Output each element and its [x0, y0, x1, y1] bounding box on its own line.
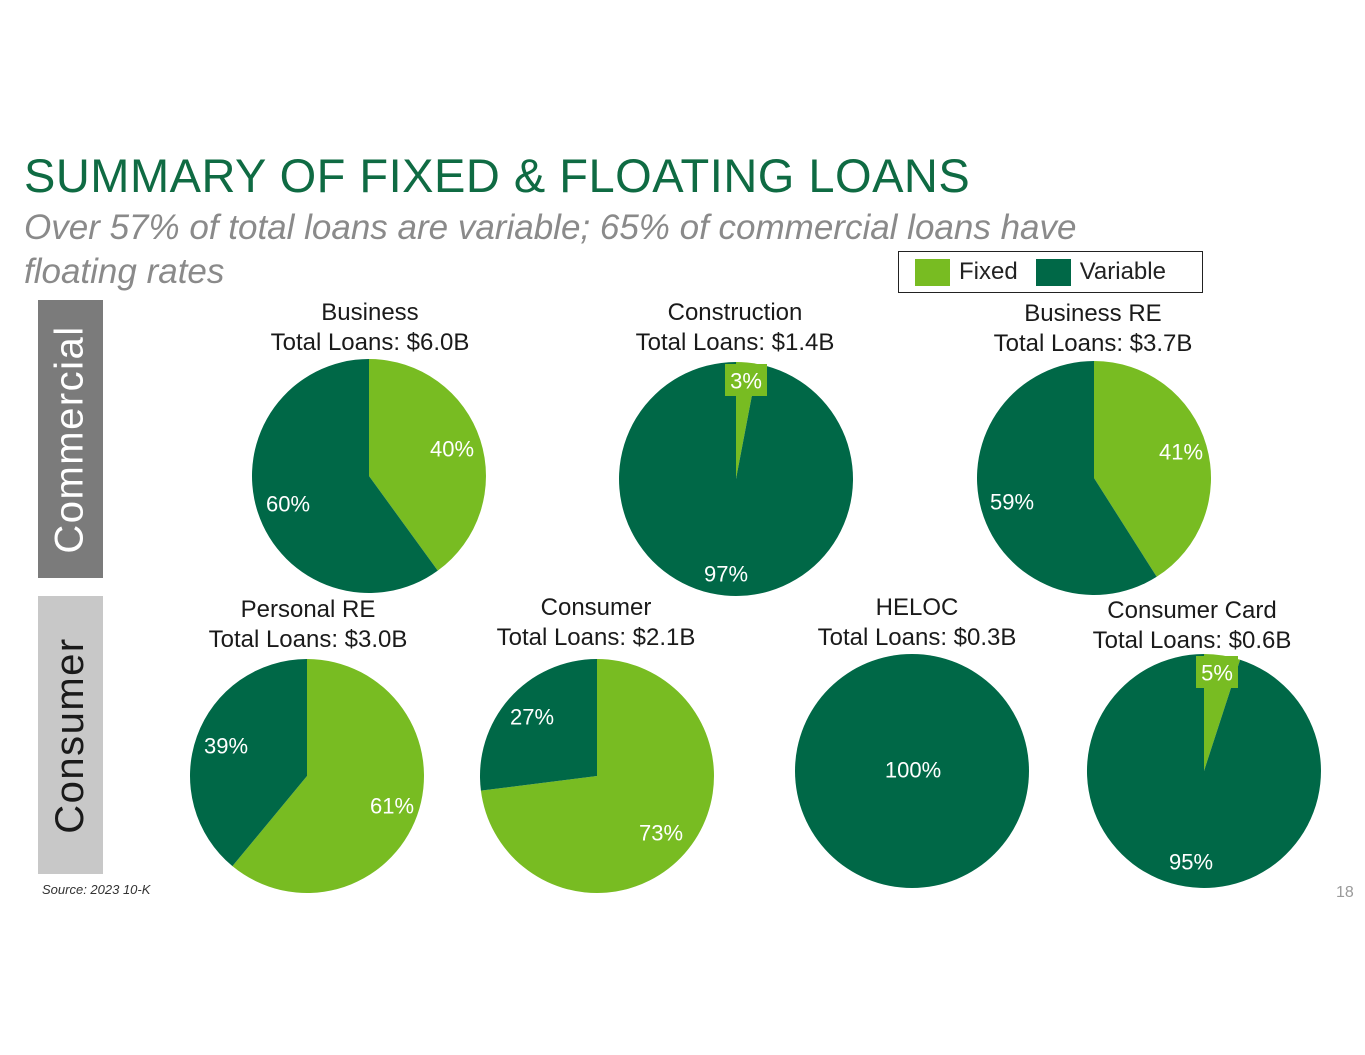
pie-name: Construction — [667, 299, 803, 326]
pie-slice-fixed — [369, 359, 486, 571]
pie-name: Consumer Card — [1107, 597, 1277, 624]
pie-slice-variable — [1086, 654, 1321, 889]
pie-name: Personal RE — [240, 596, 376, 623]
pie-slice-variable — [189, 659, 307, 867]
consumer-section-band: Consumer — [38, 596, 103, 874]
pie-total-loans: Total Loans: $3.0B — [208, 626, 408, 653]
pie-construction: 3% 97% — [619, 362, 854, 597]
pie-data-label-fixed: 41% — [1159, 440, 1203, 465]
pie-name: Business — [321, 299, 419, 326]
pie-title-business: Business Total Loans: $6.0B — [220, 298, 520, 358]
legend-label-variable: Variable — [1079, 258, 1166, 285]
pie-slice-variable — [479, 659, 597, 791]
pie-slice-fixed — [1094, 361, 1212, 577]
pie-title-personal-re: Personal RE Total Loans: $3.0B — [158, 595, 458, 655]
chart-legend: Fixed Variable — [898, 251, 1203, 293]
pie-business-re: 41% 59% — [977, 361, 1212, 595]
pie-data-label-fixed: 73% — [639, 821, 683, 846]
pie-slice-fixed — [480, 659, 714, 894]
pie-name: HELOC — [875, 594, 959, 621]
legend-swatch-variable — [1035, 258, 1071, 286]
pie-label-box — [725, 364, 767, 396]
pie-title-business-re: Business RE Total Loans: $3.7B — [943, 299, 1243, 359]
pie-data-label-variable: 95% — [1169, 850, 1213, 875]
pie-total-loans: Total Loans: $3.7B — [993, 330, 1193, 357]
pie-label-box — [1196, 656, 1238, 688]
pie-slice-fixed — [232, 659, 424, 893]
pie-business: 40% 60% — [251, 358, 486, 593]
pie-title-heloc: HELOC Total Loans: $0.3B — [767, 593, 1067, 653]
pie-total-loans: Total Loans: $1.4B — [635, 329, 835, 356]
pie-slice-variable — [977, 361, 1157, 595]
pie-heloc: 100% — [795, 654, 1029, 888]
source-note: Source: 2023 10-K — [42, 882, 151, 897]
page-subtitle: Over 57% of total loans are variable; 65… — [24, 208, 1077, 291]
commercial-section-band: Commercial — [38, 300, 103, 578]
pie-consumer: 73% 27% — [479, 659, 714, 894]
pie-consumer-card: 5% 95% — [1086, 654, 1321, 889]
pie-slice-variable — [619, 362, 854, 597]
pie-slice-variable — [251, 358, 438, 593]
pie-name: Consumer — [540, 594, 652, 621]
pie-total-loans: Total Loans: $0.6B — [1092, 627, 1292, 654]
pie-name: Business RE — [1024, 300, 1162, 327]
page-number: 18 — [1336, 884, 1354, 901]
pie-data-label-fixed: 40% — [430, 437, 474, 462]
pie-personal-re: 61% 39% — [189, 659, 424, 893]
pie-data-label-variable: 100% — [885, 758, 941, 783]
pie-data-label-fixed: 3% — [730, 369, 762, 394]
pie-data-label-variable: 27% — [510, 705, 554, 730]
pie-data-label-variable: 97% — [704, 562, 748, 587]
pie-data-label-fixed: 5% — [1201, 661, 1233, 686]
pie-data-label-variable: 60% — [266, 492, 310, 517]
pie-data-label-fixed: 61% — [370, 794, 414, 819]
pie-title-construction: Construction Total Loans: $1.4B — [585, 298, 885, 358]
pie-title-consumer: Consumer Total Loans: $2.1B — [446, 593, 746, 653]
pie-slice-variable — [795, 654, 1029, 888]
legend-swatch-fixed — [915, 258, 950, 286]
page-title: SUMMARY OF FIXED & FLOATING LOANS — [24, 149, 971, 202]
legend-label-fixed: Fixed — [959, 258, 1018, 285]
pie-data-label-variable: 39% — [204, 734, 248, 759]
pie-total-loans: Total Loans: $2.1B — [496, 624, 696, 651]
pie-total-loans: Total Loans: $0.3B — [817, 624, 1017, 651]
pie-data-label-variable: 59% — [990, 490, 1034, 515]
pie-total-loans: Total Loans: $6.0B — [270, 329, 470, 356]
pie-title-consumer-card: Consumer Card Total Loans: $0.6B — [1042, 596, 1342, 656]
